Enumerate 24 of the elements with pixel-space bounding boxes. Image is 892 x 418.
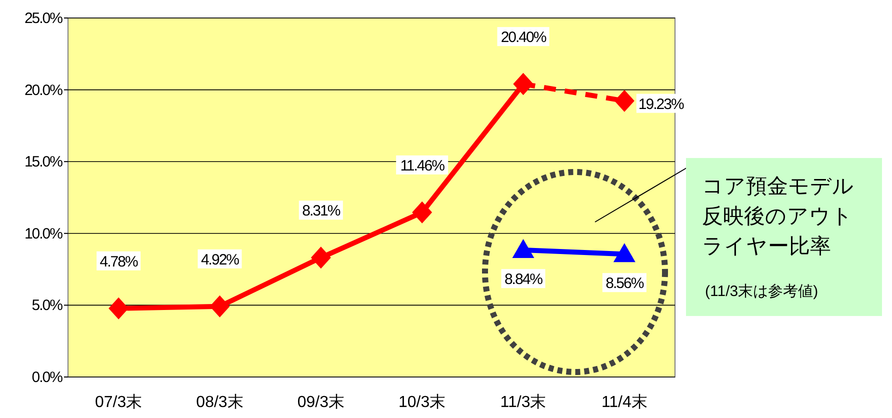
x-tick-label: 10/3末 bbox=[398, 393, 446, 411]
data-label: 19.23% bbox=[638, 96, 684, 113]
y-tick-label: 15.0% bbox=[24, 154, 63, 171]
data-label: 11.46% bbox=[400, 157, 445, 174]
x-tick-label: 11/4末 bbox=[601, 393, 648, 411]
data-label: 8.56% bbox=[606, 275, 644, 292]
y-tick-label: 20.0% bbox=[24, 82, 63, 99]
data-label: 20.40% bbox=[500, 29, 546, 46]
x-tick-label: 07/3末 bbox=[95, 393, 142, 411]
x-tick-label: 09/3末 bbox=[297, 393, 344, 411]
y-tick-label: 0.0% bbox=[32, 369, 63, 386]
data-label: 4.78% bbox=[100, 253, 138, 270]
text: 反映後のアウト bbox=[702, 205, 853, 228]
x-tick-label: 11/3末 bbox=[500, 393, 546, 411]
data-label: 4.92% bbox=[200, 251, 240, 268]
data-label: 8.31% bbox=[302, 202, 340, 220]
text: ライヤー比率 bbox=[702, 235, 831, 258]
y-tick-label: 25.0% bbox=[24, 10, 63, 27]
x-tick-label: 08/3末 bbox=[196, 393, 244, 411]
data-label: 8.84% bbox=[504, 271, 543, 288]
text: コア預金モデル bbox=[702, 175, 854, 198]
text: (11/3末は参考値) bbox=[705, 283, 818, 300]
y-tick-label: 5.0% bbox=[32, 297, 63, 314]
y-tick-label: 10.0% bbox=[24, 225, 63, 242]
